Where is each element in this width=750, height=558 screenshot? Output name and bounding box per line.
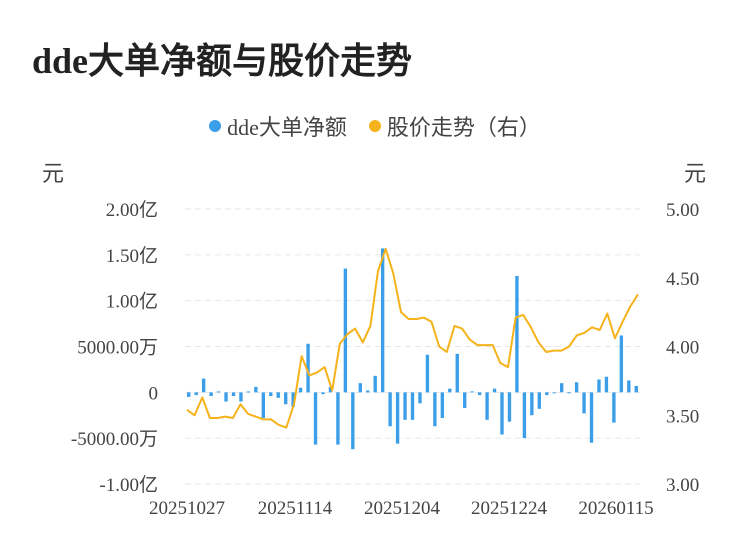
- legend-item-price[interactable]: 股价走势（右）: [368, 110, 541, 142]
- dde-bar: [321, 392, 325, 395]
- legend: dde大单净额 股价走势（右）: [0, 110, 750, 142]
- dde-bar: [597, 379, 601, 393]
- y-left-tick-label: 5000.00万: [77, 338, 158, 359]
- dde-bar: [231, 392, 236, 396]
- dde-bar: [373, 375, 377, 393]
- dde-bar: [395, 392, 400, 444]
- right-axis-unit: 元: [684, 161, 707, 186]
- dde-bar: [627, 380, 631, 393]
- dde-bar: [418, 392, 422, 404]
- dde-bar: [239, 392, 243, 402]
- dde-bar: [336, 392, 340, 445]
- dde-bar: [246, 391, 251, 393]
- dde-bar: [291, 392, 295, 407]
- dde-bar: [269, 392, 273, 396]
- dde-bar: [187, 392, 191, 397]
- dde-bar: [552, 392, 556, 394]
- dde-bar: [276, 392, 280, 398]
- dde-bar: [530, 392, 534, 416]
- dde-bar: [298, 387, 303, 393]
- y-left-tick-label: -5000.00万: [71, 429, 158, 450]
- dde-bar: [448, 388, 452, 393]
- dde-bar: [433, 392, 437, 427]
- price-line: [186, 247, 639, 429]
- dde-bar: [425, 354, 430, 393]
- y-left-tick-label: 1.50亿: [106, 245, 158, 267]
- legend-label-price: 股价走势（右）: [386, 115, 541, 140]
- dde-bar: [209, 392, 213, 396]
- dde-bar: [410, 392, 415, 420]
- x-tick-label: 20251114: [258, 498, 333, 519]
- dde-bar: [604, 376, 609, 393]
- dde-bar: [485, 392, 489, 420]
- dde-bar: [545, 392, 549, 396]
- legend-label-dde: dde大单净额: [227, 115, 347, 140]
- dde-bar: [582, 392, 586, 414]
- y-left-tick-label: 2.00亿: [106, 199, 158, 221]
- dde-bar: [254, 386, 258, 393]
- dde-bar: [455, 353, 459, 393]
- dde-bar: [313, 392, 318, 445]
- dde-bar: [560, 383, 564, 393]
- dde-bar: [507, 392, 512, 422]
- dde-bar: [388, 392, 392, 427]
- dde-bar: [612, 392, 616, 423]
- dde-bar: [522, 392, 527, 439]
- dde-bar: [500, 392, 504, 435]
- left-axis-unit: 元: [42, 161, 65, 186]
- x-tick-label: 20251027: [149, 498, 225, 519]
- x-tick-label: 20260115: [578, 498, 653, 519]
- x-tick-label: 20251204: [364, 498, 441, 519]
- dde-bar: [463, 392, 467, 408]
- y-right-tick-label: 5.00: [666, 200, 699, 221]
- dde-bar: [477, 392, 482, 396]
- dde-bar: [440, 392, 445, 418]
- y-right-tick-label: 4.00: [666, 338, 699, 359]
- dde-bar: [403, 392, 407, 420]
- dde-bar: [201, 378, 206, 393]
- dde-bar: [634, 385, 638, 393]
- y-right-tick-label: 3.50: [666, 406, 699, 427]
- dde-bar: [537, 392, 541, 409]
- dde-bar: [567, 392, 571, 394]
- legend-dot-icon: [209, 120, 222, 132]
- dde-bar: [380, 248, 385, 393]
- dde-bar: [194, 392, 198, 396]
- dde-bar: [306, 343, 310, 393]
- dde-bar: [343, 268, 348, 393]
- dde-bar: [492, 388, 497, 393]
- dde-bar: [284, 392, 288, 405]
- y-left-tick-label: 1.00亿: [106, 291, 158, 313]
- dde-bar: [328, 386, 333, 393]
- dde-bar: [261, 392, 265, 418]
- dde-bar: [224, 392, 228, 402]
- y-left-tick-label: -1.00亿: [99, 474, 158, 496]
- y-right-tick-label: 4.50: [666, 269, 699, 290]
- dde-bar: [574, 382, 579, 393]
- legend-item-dde[interactable]: dde大单净额: [209, 110, 347, 142]
- dde-bar: [515, 275, 519, 393]
- dde-bar: [589, 392, 594, 443]
- dde-bar: [216, 391, 221, 393]
- y-right-tick-label: 3.00: [666, 475, 699, 496]
- x-tick-label: 20251224: [471, 498, 548, 519]
- dde-bar: [470, 391, 474, 393]
- dde-bar: [619, 335, 624, 393]
- dde-bar: [358, 383, 362, 393]
- dde-bar: [351, 392, 355, 450]
- dde-bar: [366, 390, 370, 393]
- chart-title: dde大单净额与股价走势: [32, 41, 413, 81]
- legend-dot-icon: [368, 120, 381, 132]
- y-left-tick-label: 0: [149, 383, 159, 404]
